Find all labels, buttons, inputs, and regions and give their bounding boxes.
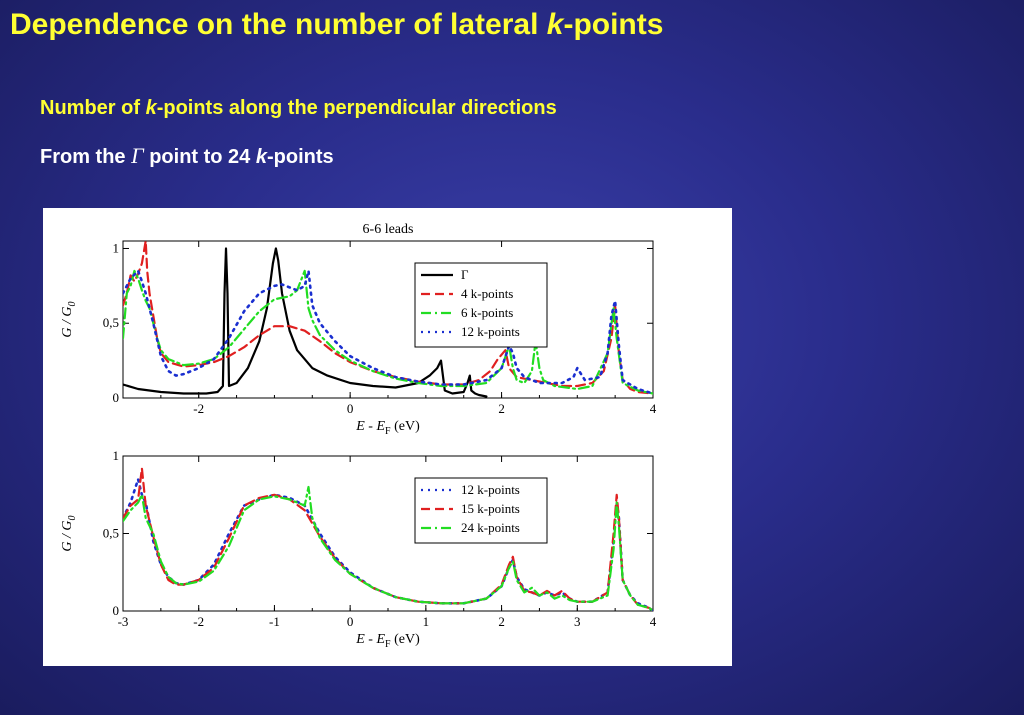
legend-label: 4 k-points (461, 286, 513, 301)
x-tick-label: -3 (118, 614, 129, 629)
y-axis-label: G / G0 (60, 515, 78, 551)
figure-panel: -2 0 2 4 0 0,5 1 6-6 leads E - EF (eV) G / G0 Γ 4 k… (43, 208, 732, 666)
subtitle-line-2: From the Γ point to 24 k-points (40, 143, 334, 168)
chart-1: -2 0 2 4 0 0,5 1 6-6 leads E - EF (eV) G / G0 Γ 4 k… (60, 222, 657, 437)
y-tick-label: 0 (113, 390, 120, 405)
legend-label: 12 k-points (461, 482, 520, 497)
series-line-1 (123, 478, 653, 611)
legend-label: 6 k-points (461, 305, 513, 320)
series-line-2 (123, 467, 653, 611)
legend-box (414, 477, 548, 544)
x-tick-label: -1 (269, 614, 280, 629)
x-tick-label: -2 (193, 401, 204, 416)
legend-label: 12 k-points (461, 324, 520, 339)
y-tick-label: 1 (113, 448, 120, 463)
series-line-4 (123, 269, 653, 395)
x-axis-label: E - EF (eV) (355, 632, 420, 650)
chart-title: 6-6 leads (363, 222, 414, 237)
x-tick-label: 2 (498, 401, 505, 416)
series-line-2 (123, 241, 653, 395)
plot-frame (122, 455, 654, 612)
x-tick-label: 4 (650, 401, 657, 416)
legend-label: 24 k-points (461, 520, 520, 535)
legend-label: Γ (461, 267, 469, 282)
slide-title: Dependence on the number of lateral k-po… (10, 8, 664, 41)
series-line-1 (123, 247, 488, 398)
y-tick-label: 1 (113, 240, 120, 255)
y-tick-label: 0 (113, 603, 120, 618)
x-tick-label: 0 (347, 614, 354, 629)
x-tick-label: 2 (498, 614, 505, 629)
conductance-figure: -2 0 2 4 0 0,5 1 6-6 leads E - EF (eV) G / G0 Γ 4 k… (60, 222, 657, 650)
subtitle-line-1: Number of k-points along the perpendicul… (40, 97, 557, 119)
series-line-3 (123, 485, 653, 611)
x-tick-label: -2 (193, 614, 204, 629)
x-tick-label: 1 (423, 614, 430, 629)
y-tick-label: 0,5 (103, 315, 119, 330)
x-tick-label: 3 (574, 614, 581, 629)
x-axis-label: E - EF (eV) (355, 419, 420, 437)
y-axis-label: G / G0 (60, 301, 78, 337)
x-tick-label: 0 (347, 401, 354, 416)
y-tick-label: 0,5 (103, 526, 119, 541)
x-tick-label: 4 (650, 614, 657, 629)
legend-label: 15 k-points (461, 501, 520, 516)
